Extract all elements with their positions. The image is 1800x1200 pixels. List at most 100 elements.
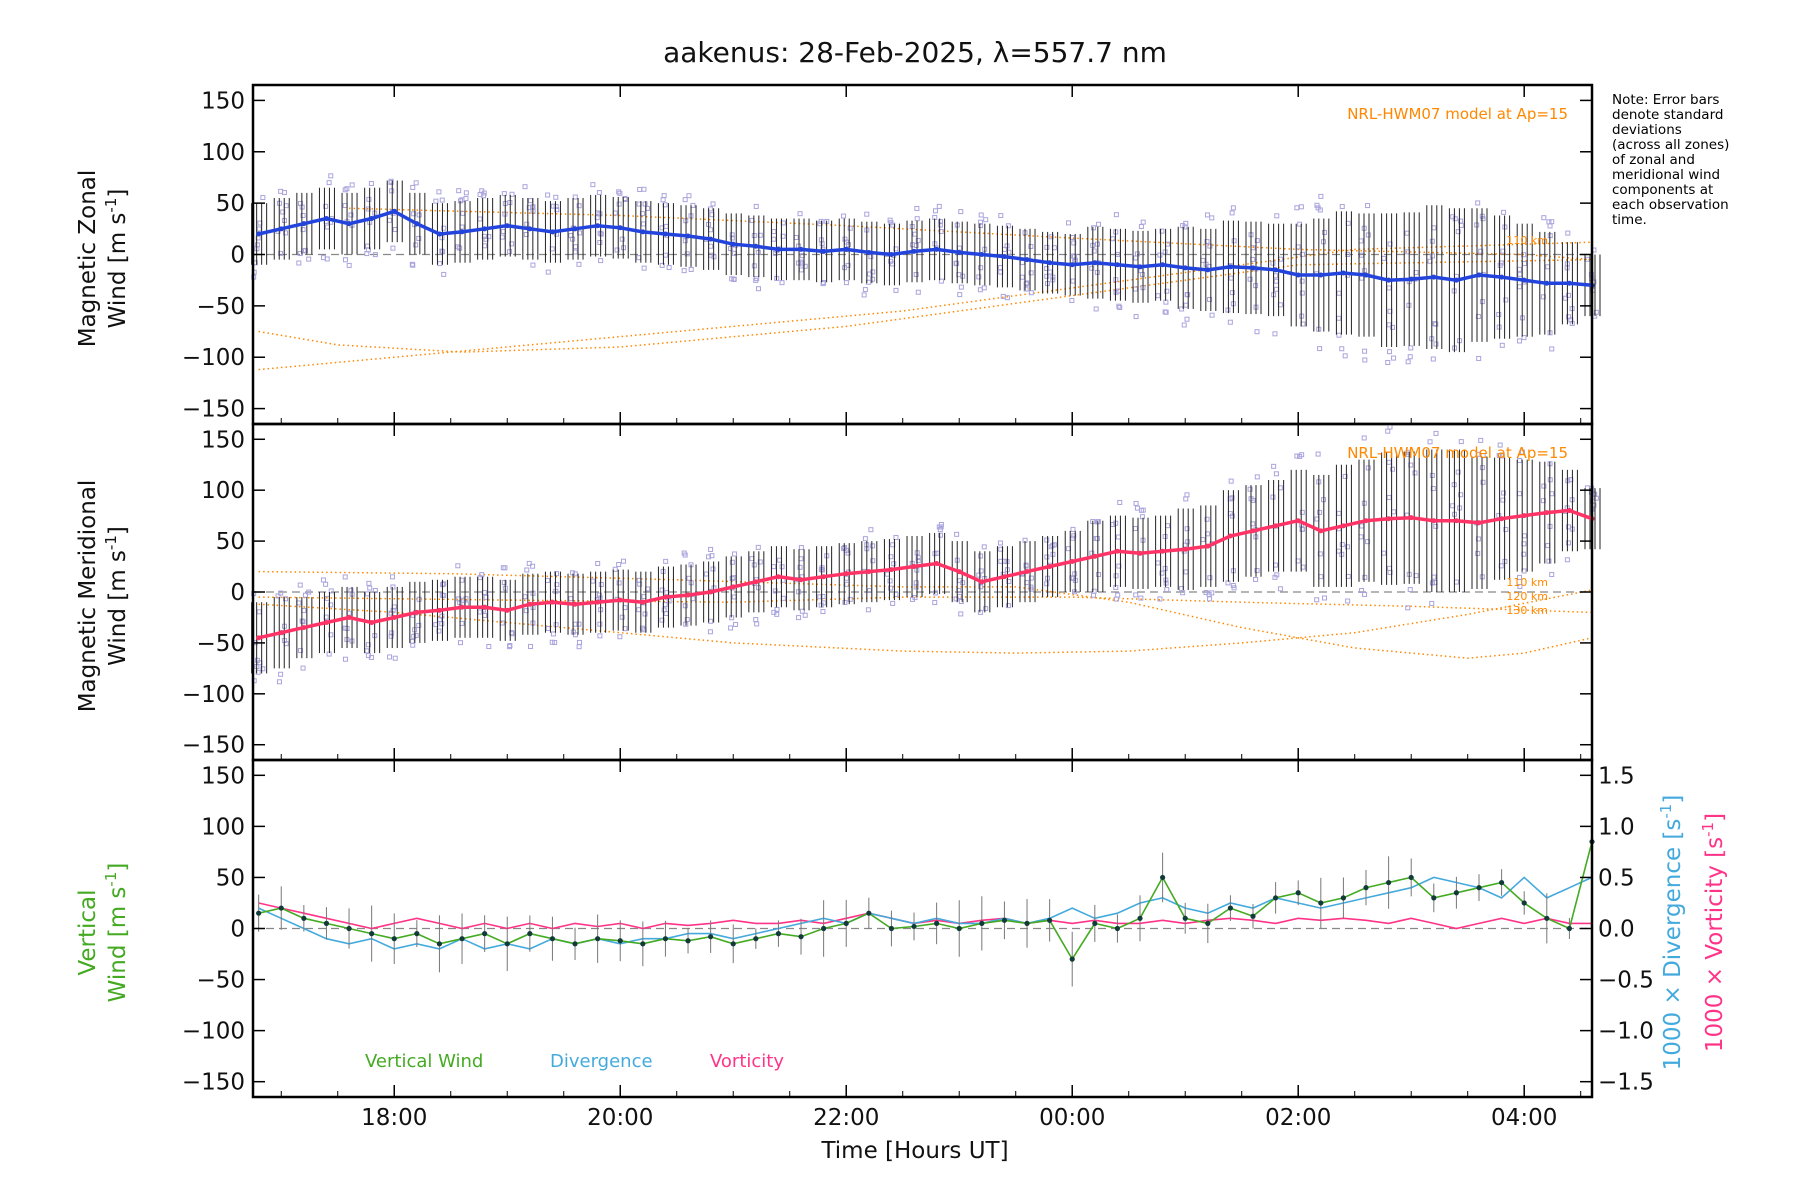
zone-point: [660, 197, 666, 203]
mean-wind-point: [1318, 272, 1324, 278]
mean-wind-point: [662, 231, 668, 237]
vertical-wind-point: [1340, 895, 1347, 901]
zone-point: [597, 230, 603, 236]
zone-point: [306, 589, 312, 595]
y-axis-label-line1: Magnetic Meridional: [75, 480, 101, 713]
zone-point: [893, 287, 899, 293]
zone-point: [1413, 573, 1419, 579]
zone-point: [1115, 534, 1121, 540]
zone-point: [1344, 544, 1350, 550]
vertical-wind-point: [549, 936, 556, 942]
zone-point: [283, 203, 289, 209]
right-tick-label: 1.0: [1598, 814, 1635, 840]
zone-point: [1295, 558, 1301, 564]
right-tick-label: 1.5: [1598, 763, 1635, 789]
y-tick-label: 0: [230, 580, 245, 606]
zone-point: [1519, 449, 1525, 455]
zone-point: [349, 182, 355, 188]
mean-wind-point: [595, 223, 601, 229]
mean-wind-point: [708, 236, 714, 242]
y-tick-label: 100: [201, 478, 245, 504]
zone-point: [1113, 596, 1119, 602]
zone-point: [463, 196, 469, 202]
zone-point: [913, 580, 919, 586]
zone-point: [1365, 232, 1371, 238]
zone-point: [771, 236, 777, 242]
mean-wind-point: [1566, 508, 1572, 514]
zone-point: [978, 223, 984, 229]
zone-point: [1231, 585, 1237, 591]
zone-point: [1339, 542, 1345, 548]
zone-point: [797, 564, 803, 570]
zone-point: [1228, 275, 1234, 281]
zone-point: [597, 595, 603, 601]
zone-point: [1270, 260, 1276, 266]
mean-wind-point: [1544, 280, 1550, 286]
mean-wind-point: [1521, 277, 1527, 283]
y-tick-label: −50: [196, 631, 245, 657]
zone-point: [1429, 238, 1435, 244]
zone-point: [1207, 243, 1213, 249]
zone-point: [323, 203, 329, 209]
zone-point: [663, 558, 669, 564]
zone-point: [1565, 540, 1571, 546]
vertical-wind-point: [1047, 917, 1053, 923]
zone-point: [1133, 592, 1139, 598]
zone-point: [553, 194, 559, 200]
vertical-wind-point: [730, 941, 736, 947]
zone-point: [577, 230, 583, 236]
zone-point: [1501, 209, 1507, 215]
zone-point: [661, 607, 667, 613]
vertical-wind-point: [1273, 895, 1279, 901]
unit-exponent: -1: [102, 535, 120, 550]
zone-point: [1070, 278, 1076, 284]
zone-point: [663, 252, 669, 258]
vertical-wind-point: [753, 936, 759, 942]
zone-point: [1207, 575, 1213, 581]
zone-point: [1517, 271, 1523, 277]
note-line: each observation: [1612, 197, 1729, 213]
zone-point: [617, 190, 623, 196]
zone-point: [731, 276, 737, 282]
zone-point: [661, 193, 667, 199]
zone-point: [1496, 453, 1502, 459]
zone-point: [364, 591, 370, 597]
zone-point: [530, 563, 536, 569]
zone-point: [1458, 439, 1464, 445]
mean-wind-point: [1114, 548, 1120, 554]
mean-wind-point: [414, 221, 420, 227]
zone-point: [433, 198, 439, 204]
zone-point: [842, 599, 848, 605]
zone-point: [1254, 329, 1260, 335]
zone-point: [392, 655, 398, 661]
y-tick-label: −50: [196, 968, 245, 994]
note-line: components at: [1612, 182, 1713, 198]
mean-wind-point: [866, 569, 872, 575]
vertical-wind-point: [1205, 920, 1211, 926]
y-axis-label-line1: Magnetic Zonal: [75, 170, 101, 348]
panel-frame: [251, 758, 1594, 1099]
zone-point: [976, 274, 982, 280]
zone-point: [1516, 266, 1522, 272]
zone-point: [755, 544, 761, 550]
zone-point: [682, 238, 688, 244]
zone-point: [797, 211, 803, 217]
y-axis-label-line2: Wind [m s-1]: [102, 189, 131, 329]
zone-point: [870, 276, 876, 282]
zone-point: [893, 535, 899, 541]
mean-wind-point: [662, 594, 668, 600]
x-tick-label: 20:00: [587, 1105, 653, 1131]
zone-point: [771, 564, 777, 570]
vertical-wind-point: [1363, 885, 1369, 891]
zone-point: [459, 620, 465, 626]
zone-point: [937, 526, 943, 532]
zone-point: [891, 561, 897, 567]
zone-point: [1480, 216, 1486, 222]
mean-wind-point: [821, 574, 827, 580]
zone-point: [843, 280, 849, 286]
zone-point: [1133, 255, 1139, 261]
mean-wind-point: [1137, 550, 1143, 556]
zone-point: [499, 234, 505, 240]
zone-point: [1157, 596, 1163, 602]
zone-point: [1522, 533, 1528, 539]
